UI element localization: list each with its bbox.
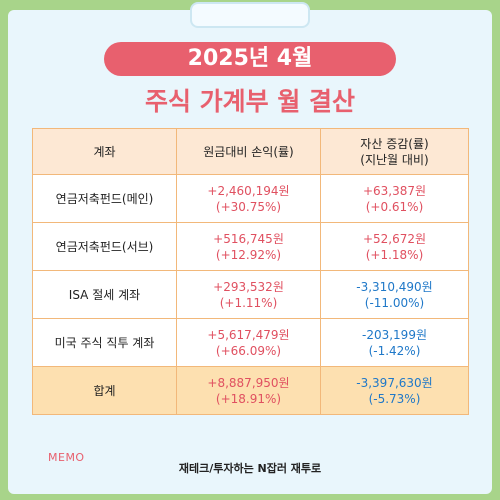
footer-credit: 재테크/투자하는 N잡러 재투로 (178, 462, 322, 475)
account-name: 연금저축펀드(메인) (32, 174, 177, 223)
memo-label: MEMO (48, 451, 85, 464)
page-title: 2025년 4월 (104, 42, 396, 76)
table-row: 연금저축펀드(서브) +516,745원 (+12.92%) +52,672원 (+… (32, 222, 469, 271)
profit-cell: +2,460,194원 (+30.75%) (176, 174, 321, 223)
account-name: 연금저축펀드(서브) (32, 222, 177, 271)
profit-cell: +293,532원 (+1.11%) (176, 270, 321, 319)
total-row: 합계 +8,887,950원 (+18.91%) -3,397,630원 (-5.7… (32, 366, 469, 415)
change-cell: +63,387원 (+0.61%) (320, 174, 469, 223)
table-header-row: 계좌 원금대비 손익(률) 자산 증감(률) (지난월 대비) (32, 128, 469, 175)
header-profit: 원금대비 손익(률) (176, 128, 321, 175)
page-subtitle: 주식 가계부 월 결산 (144, 87, 356, 116)
profit-cell: +5,617,479원 (+66.09%) (176, 318, 321, 367)
table-row: 미국 주식 직투 계좌 +5,617,479원 (+66.09%) -203,19… (32, 318, 469, 367)
change-cell: -3,310,490원 (-11.00%) (320, 270, 469, 319)
summary-table: 계좌 원금대비 손익(률) 자산 증감(률) (지난월 대비) 연금저축펀드(메인… (32, 128, 469, 415)
paper-tab (190, 2, 310, 28)
change-cell: +52,672원 (+1.18%) (320, 222, 469, 271)
total-profit-cell: +8,887,950원 (+18.91%) (176, 366, 321, 415)
change-cell: -203,199원 (-1.42%) (320, 318, 469, 367)
total-change-cell: -3,397,630원 (-5.73%) (320, 366, 469, 415)
table-row: 연금저축펀드(메인) +2,460,194원 (+30.75%) +63,387원… (32, 174, 469, 223)
header-account: 계좌 (32, 128, 177, 175)
account-name: ISA 절세 계좌 (32, 270, 177, 319)
header-change: 자산 증감(률) (지난월 대비) (320, 128, 469, 175)
table-row: ISA 절세 계좌 +293,532원 (+1.11%) -3,310,490원(… (32, 270, 469, 319)
total-label: 합계 (32, 366, 177, 415)
account-name: 미국 주식 직투 계좌 (32, 318, 177, 367)
profit-cell: +516,745원 (+12.92%) (176, 222, 321, 271)
